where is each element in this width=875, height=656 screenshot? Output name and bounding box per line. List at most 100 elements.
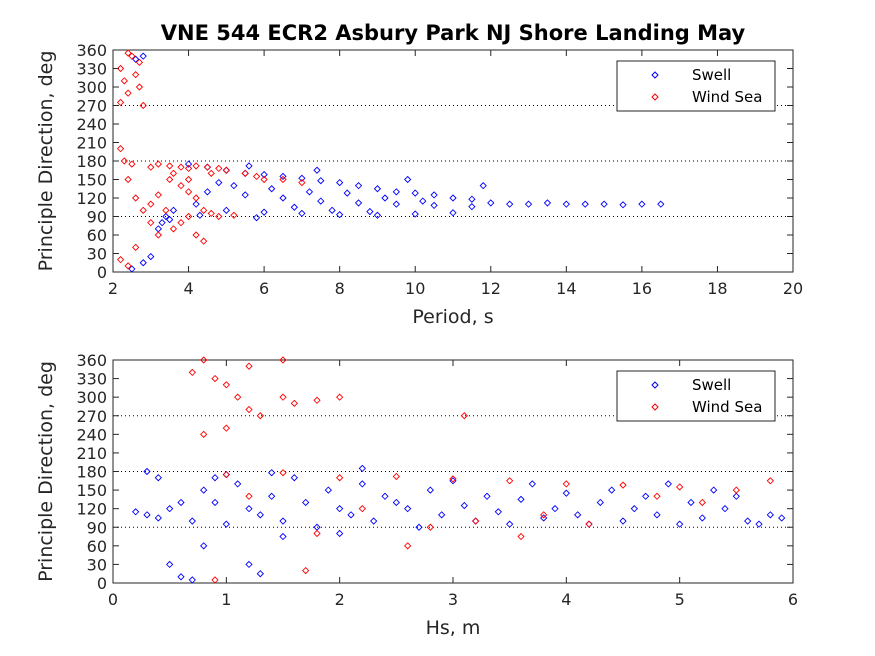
data-point xyxy=(128,52,136,60)
data-point xyxy=(392,188,400,196)
data-point xyxy=(169,169,178,177)
legend-marker xyxy=(651,71,659,79)
data-point xyxy=(200,542,208,550)
data-point xyxy=(256,412,264,420)
data-point xyxy=(169,206,178,214)
data-point xyxy=(169,225,178,233)
data-point xyxy=(732,492,740,500)
data-point xyxy=(755,520,763,528)
data-point xyxy=(562,489,570,497)
data-point xyxy=(241,191,249,199)
y-tick-label: 0 xyxy=(97,574,107,593)
data-point xyxy=(313,166,321,174)
data-point xyxy=(419,197,427,205)
data-point xyxy=(687,498,695,507)
data-point xyxy=(279,469,287,477)
data-point xyxy=(642,492,650,500)
y-tick-label: 300 xyxy=(76,388,107,407)
y-tick-label: 150 xyxy=(76,481,107,500)
data-point xyxy=(139,206,147,214)
data-point xyxy=(551,505,559,513)
data-point xyxy=(358,480,366,488)
data-point xyxy=(139,101,147,110)
data-point xyxy=(234,480,242,488)
data-point xyxy=(200,430,208,438)
data-point xyxy=(222,166,230,174)
data-point xyxy=(143,467,151,476)
data-point xyxy=(336,211,344,219)
series-wind-sea xyxy=(116,49,306,270)
data-point xyxy=(317,197,325,205)
chart-title: VNE 544 ECR2 Asbury Park NJ Shore Landin… xyxy=(161,21,746,45)
data-point xyxy=(404,542,412,550)
data-point xyxy=(279,175,287,184)
data-point xyxy=(184,164,193,173)
x-tick-label: 5 xyxy=(675,590,685,609)
data-point xyxy=(268,469,276,477)
data-point xyxy=(483,492,491,500)
data-point xyxy=(154,474,162,482)
data-point xyxy=(279,532,287,541)
data-point xyxy=(188,576,196,584)
x-tick-label: 20 xyxy=(783,279,803,298)
data-point xyxy=(260,170,268,179)
data-point xyxy=(192,231,200,239)
data-point xyxy=(404,505,412,513)
data-point xyxy=(116,64,125,73)
y-tick-label: 210 xyxy=(76,444,107,463)
data-point xyxy=(336,474,344,482)
data-point xyxy=(517,495,525,504)
data-point xyxy=(222,520,230,528)
data-point xyxy=(154,191,162,199)
y-tick-label: 30 xyxy=(87,245,107,264)
legend: Swell Wind Sea xyxy=(616,60,776,112)
data-point xyxy=(517,532,525,541)
data-point xyxy=(411,210,419,218)
data-point xyxy=(381,492,389,500)
data-point xyxy=(596,498,604,507)
x-tick-label: 2 xyxy=(335,590,345,609)
data-point xyxy=(166,505,174,513)
data-point xyxy=(370,517,378,525)
data-point xyxy=(116,145,125,153)
data-point xyxy=(354,182,363,190)
data-point xyxy=(468,195,476,203)
data-point xyxy=(200,356,208,364)
data-point xyxy=(732,486,740,494)
data-point xyxy=(328,206,336,214)
data-point xyxy=(460,412,468,420)
x-axis-label: Hs, m xyxy=(426,617,481,639)
data-point xyxy=(581,200,589,208)
data-point xyxy=(200,486,208,494)
data-point xyxy=(392,498,400,507)
data-point xyxy=(279,194,287,202)
data-point xyxy=(166,162,174,170)
data-point xyxy=(215,212,223,221)
data-point xyxy=(120,77,128,85)
data-point xyxy=(222,206,230,214)
y-tick-label: 0 xyxy=(97,263,107,282)
data-point xyxy=(354,199,363,207)
data-point xyxy=(608,486,616,494)
data-point xyxy=(638,200,646,208)
data-point xyxy=(177,219,185,227)
x-axis-label: Period, s xyxy=(412,306,493,328)
x-tick-label: 3 xyxy=(448,590,458,609)
data-point xyxy=(381,194,389,202)
data-point xyxy=(766,477,774,485)
data-point xyxy=(252,214,261,222)
data-point xyxy=(778,514,786,522)
x-tick-label: 1 xyxy=(221,590,231,609)
data-point xyxy=(415,523,423,531)
data-point xyxy=(506,520,514,528)
y-tick-label: 360 xyxy=(76,41,107,60)
legend-box xyxy=(616,370,776,422)
data-point xyxy=(468,202,476,211)
data-point xyxy=(698,498,706,507)
data-point xyxy=(766,511,774,519)
data-point xyxy=(192,194,200,202)
x-tick-label: 4 xyxy=(561,590,571,609)
data-point xyxy=(619,201,627,209)
data-point xyxy=(184,160,193,168)
